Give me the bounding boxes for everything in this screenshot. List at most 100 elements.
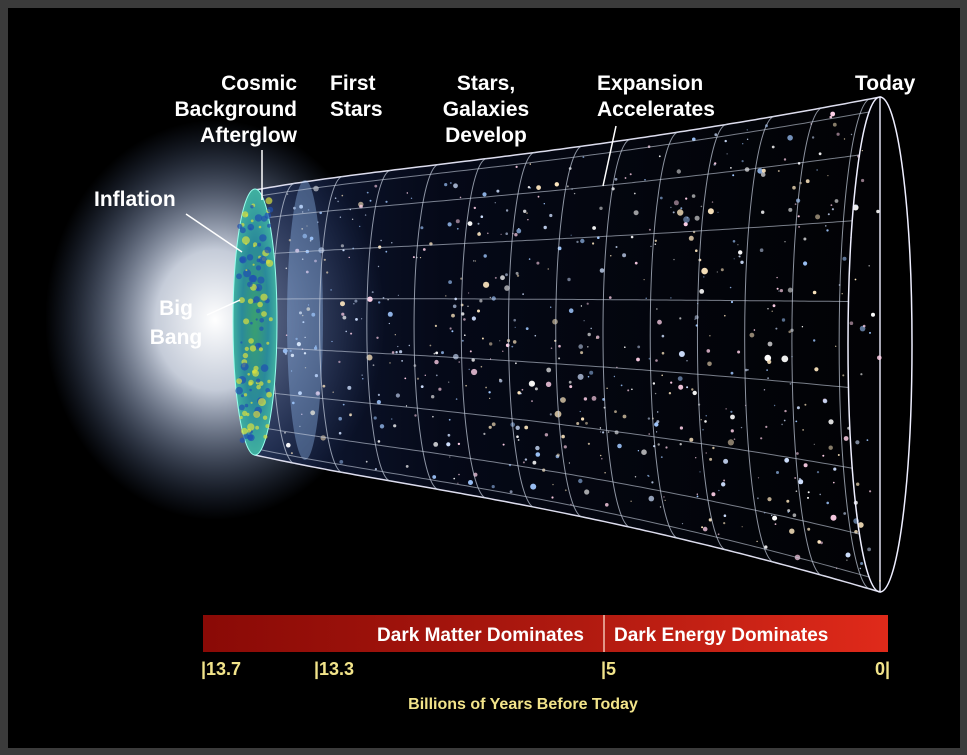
star (485, 387, 487, 389)
star (730, 411, 732, 413)
star (567, 278, 570, 281)
star (522, 293, 524, 295)
star (580, 239, 584, 243)
star (552, 484, 553, 485)
star (435, 325, 437, 327)
star (636, 358, 640, 362)
star (471, 369, 477, 375)
star (689, 438, 693, 442)
star (767, 308, 768, 309)
star (718, 490, 719, 491)
star (693, 391, 697, 395)
star (481, 366, 483, 368)
star (524, 426, 528, 430)
star (644, 279, 645, 280)
star (792, 186, 796, 190)
star (657, 320, 662, 325)
star (536, 452, 541, 457)
star (388, 312, 393, 317)
star (631, 236, 634, 239)
star (550, 307, 551, 308)
cmb-spot (261, 364, 269, 372)
star (634, 210, 639, 215)
star (564, 445, 567, 448)
star (871, 313, 875, 317)
star (523, 461, 525, 463)
cmb-spot (266, 342, 269, 345)
star (530, 163, 531, 164)
star (655, 240, 657, 242)
cmb-spot (260, 294, 267, 301)
star (825, 225, 826, 226)
star (395, 351, 397, 353)
star (433, 442, 438, 447)
star (500, 275, 505, 280)
star (768, 342, 773, 347)
star (505, 232, 508, 235)
star (609, 296, 612, 299)
star (567, 185, 569, 187)
star (655, 359, 658, 362)
star (462, 340, 464, 342)
star (679, 351, 685, 357)
star (655, 243, 657, 245)
star (740, 261, 743, 264)
star (558, 357, 560, 359)
era-label: Dark Energy Dominates (614, 625, 828, 646)
star (685, 198, 687, 200)
star (772, 516, 777, 521)
star (803, 238, 806, 241)
star (673, 211, 675, 213)
star (450, 182, 452, 184)
first-stars-glow (287, 180, 323, 460)
star (630, 173, 632, 175)
star (555, 182, 559, 186)
star (765, 426, 767, 428)
star (734, 258, 735, 259)
star (697, 496, 699, 498)
star (592, 396, 597, 401)
label: Afterglow (200, 124, 297, 147)
star (648, 417, 650, 419)
star (581, 305, 582, 306)
star (707, 362, 712, 367)
star (799, 478, 801, 480)
star (767, 360, 771, 364)
cmb-spot (245, 404, 249, 408)
label: First (330, 72, 376, 95)
star (787, 135, 793, 141)
star (492, 485, 495, 488)
label: Galaxies (443, 98, 529, 121)
star (695, 457, 696, 458)
star (694, 319, 695, 320)
star (533, 461, 537, 465)
cmb-spot (256, 309, 261, 314)
star (431, 395, 434, 398)
star (477, 232, 481, 236)
cmb-spot (236, 378, 242, 384)
star (516, 166, 518, 168)
star (686, 386, 688, 388)
cmb-spot (253, 245, 255, 247)
star (826, 502, 829, 505)
star (604, 472, 605, 473)
star (656, 308, 657, 309)
star (284, 432, 286, 434)
star (551, 496, 553, 498)
star (339, 432, 342, 435)
star (802, 326, 803, 327)
star (731, 429, 734, 432)
label: Background (174, 98, 297, 121)
star (657, 411, 658, 412)
star (733, 240, 736, 243)
star (649, 496, 655, 502)
star (771, 515, 772, 516)
star (701, 419, 702, 420)
star (831, 204, 833, 206)
star (353, 303, 354, 304)
star (820, 541, 823, 544)
star (474, 207, 476, 209)
cmb-spot (247, 434, 253, 440)
star (714, 162, 716, 164)
star (665, 500, 666, 501)
